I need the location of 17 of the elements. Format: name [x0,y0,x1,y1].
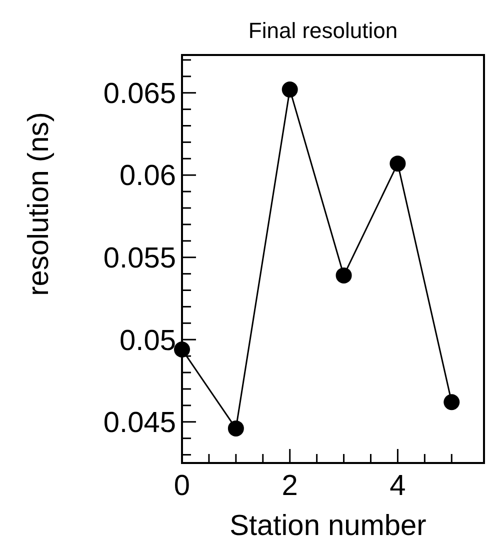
y-tick-label: 0.055 [103,242,176,275]
point [444,394,460,410]
x-tick-label: 0 [174,470,190,502]
y-tick-label: 0.045 [103,407,176,440]
point [390,156,406,172]
point [228,420,244,436]
chart-title: Final resolution [248,18,398,43]
y-tick-label: 0.06 [120,160,176,192]
point [282,82,298,98]
y-tick-label: 0.05 [120,324,176,357]
point [174,341,190,358]
x-axis-title: Station number [230,510,427,542]
point [336,267,352,284]
x-tick-label: 4 [390,470,406,502]
x-tick-label: 2 [282,470,298,502]
y-tick-label: 0.065 [103,78,176,110]
y-axis-title: resolution (ns) [23,112,55,296]
